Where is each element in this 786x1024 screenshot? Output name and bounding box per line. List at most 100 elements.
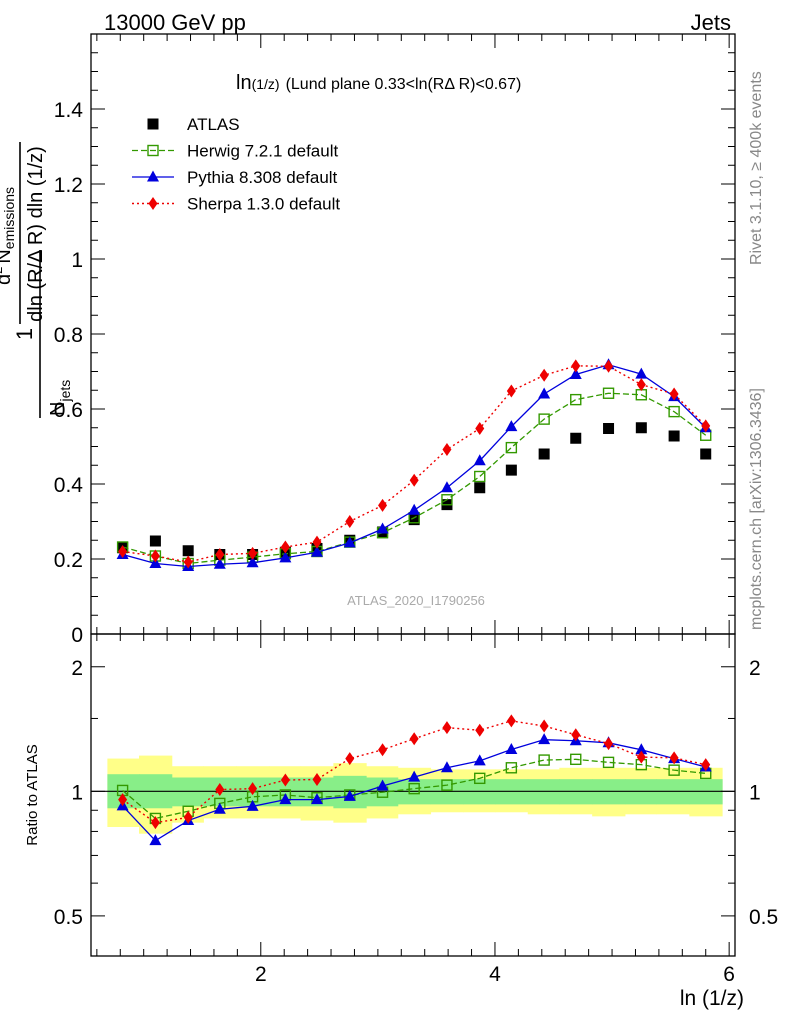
ylabel-numerator: 1 <box>12 328 37 340</box>
ratio-y-tick-label-left: 1 <box>71 781 83 804</box>
main-point-sherpa <box>701 419 711 433</box>
ylabel-d: d <box>0 274 15 285</box>
main-point-pythia <box>635 367 648 379</box>
ylabel-njets-sub: jets <box>57 380 73 403</box>
x-axis-label: ln (1/z) <box>680 987 744 1010</box>
main-point-pythia <box>473 454 486 466</box>
ylabel-njets: Njets <box>47 380 73 416</box>
main-point-sherpa <box>118 545 128 558</box>
main-axis-ticks: 0 0.2 0.4 0.6 0.8 1 1.2 1.4 <box>54 34 735 647</box>
main-point-sherpa <box>506 384 516 398</box>
legend-item-pythia: Pythia 8.308 default <box>132 168 338 187</box>
main-point-atlas <box>668 430 680 442</box>
ratio-point-sherpa <box>669 751 679 765</box>
ratio-point-sherpa <box>701 758 711 772</box>
ratio-point-pythia <box>408 770 421 782</box>
legend: ATLAS Herwig 7.2.1 default Pythia 8.308 de… <box>132 115 340 214</box>
main-point-pythia <box>343 536 356 548</box>
main-point-atlas <box>700 448 712 460</box>
legend-marker <box>147 144 159 157</box>
main-point-pythia <box>440 481 453 493</box>
main-point-pythia <box>376 522 389 534</box>
ratio-series-sherpa <box>118 714 711 830</box>
ratio-y-tick-label-right: 2 <box>749 657 761 680</box>
ratio-point-pythia <box>473 754 486 766</box>
main-point-sherpa <box>636 378 646 392</box>
y-tick-label: 0 <box>71 624 83 647</box>
main-series-pythia <box>116 358 712 571</box>
main-point-atlas <box>538 448 550 460</box>
ratio-point-herwig <box>505 762 518 774</box>
main-point-herwig <box>570 393 582 406</box>
ratio-point-pythia <box>505 743 518 755</box>
y-tick-label: 0.4 <box>54 474 84 497</box>
main-point-atlas <box>603 423 615 434</box>
main-point-sherpa <box>409 473 419 487</box>
main-point-sherpa <box>539 368 549 382</box>
ylabel-two: 2 <box>0 267 5 274</box>
main-point-sherpa <box>215 548 225 561</box>
main-point-atlas <box>505 464 517 476</box>
ratio-point-pythia <box>440 761 453 773</box>
ratio-y-axis-label: Ratio to ATLAS <box>24 744 41 845</box>
ratio-series-layer <box>116 714 712 846</box>
main-point-pythia <box>246 556 259 568</box>
ratio-point-herwig <box>441 779 453 791</box>
ratio-point-pythia <box>246 799 259 811</box>
main-point-herwig <box>538 413 550 425</box>
ratio-point-sherpa <box>409 732 419 746</box>
main-line-sherpa <box>122 365 707 563</box>
main-point-herwig <box>474 470 486 483</box>
ratio-point-pythia <box>279 793 292 805</box>
ratio-point-pythia <box>376 779 389 791</box>
ylabel-emissions: emissions <box>1 187 17 249</box>
title-sub: (1/z) <box>252 76 280 92</box>
main-point-atlas <box>408 514 420 526</box>
ratio-point-sherpa <box>248 782 258 796</box>
main-point-pythia <box>505 420 518 432</box>
ratio-y-tick-label-left: 2 <box>71 657 83 680</box>
x-tick-label: 2 <box>255 963 267 986</box>
legend-marker <box>148 197 158 210</box>
main-point-atlas <box>570 432 582 444</box>
y-tick-label: 0.2 <box>54 549 83 572</box>
main-point-atlas <box>149 535 161 547</box>
main-point-sherpa <box>248 546 258 560</box>
ratio-point-sherpa <box>475 723 485 737</box>
main-point-sherpa <box>378 498 388 512</box>
ratio-point-sherpa <box>280 773 290 787</box>
main-point-pythia <box>538 387 551 399</box>
ratio-point-herwig <box>538 754 550 766</box>
main-series-layer <box>116 358 712 571</box>
ratio-point-pythia <box>538 733 551 745</box>
legend-label: ATLAS <box>187 115 240 134</box>
ratio-point-herwig <box>668 764 680 776</box>
header-process-label: Jets <box>691 10 731 35</box>
main-point-atlas <box>474 482 486 494</box>
main-line-pythia <box>122 364 707 568</box>
ratio-point-herwig <box>474 772 486 785</box>
ratio-axis-ticks: 2 4 6 0.5 0.5 1 1 2 2 <box>54 634 778 986</box>
main-point-sherpa <box>345 515 355 528</box>
legend-item-herwig: Herwig 7.2.1 default <box>132 142 338 161</box>
ylabel-n: N <box>0 249 15 263</box>
ratio-point-sherpa <box>539 719 549 733</box>
main-point-sherpa <box>280 540 290 554</box>
legend-item-atlas: ATLAS <box>147 115 240 134</box>
ratio-y-tick-label-right: 1 <box>749 781 761 804</box>
ratio-point-sherpa <box>118 793 128 807</box>
main-point-herwig <box>441 494 453 506</box>
main-point-atlas <box>182 545 194 557</box>
ratio-plot-frame <box>90 633 736 957</box>
legend-label: Herwig 7.2.1 default <box>187 142 338 161</box>
legend-label: Pythia 8.308 default <box>187 168 338 187</box>
main-point-herwig <box>668 405 680 418</box>
ratio-point-herwig <box>408 782 420 795</box>
ratio-point-pythia <box>343 789 356 801</box>
main-point-sherpa <box>604 359 614 373</box>
legend-marker <box>147 118 159 130</box>
ratio-point-herwig <box>602 756 615 769</box>
main-point-sherpa <box>669 387 679 401</box>
ratio-point-sherpa <box>571 728 581 742</box>
